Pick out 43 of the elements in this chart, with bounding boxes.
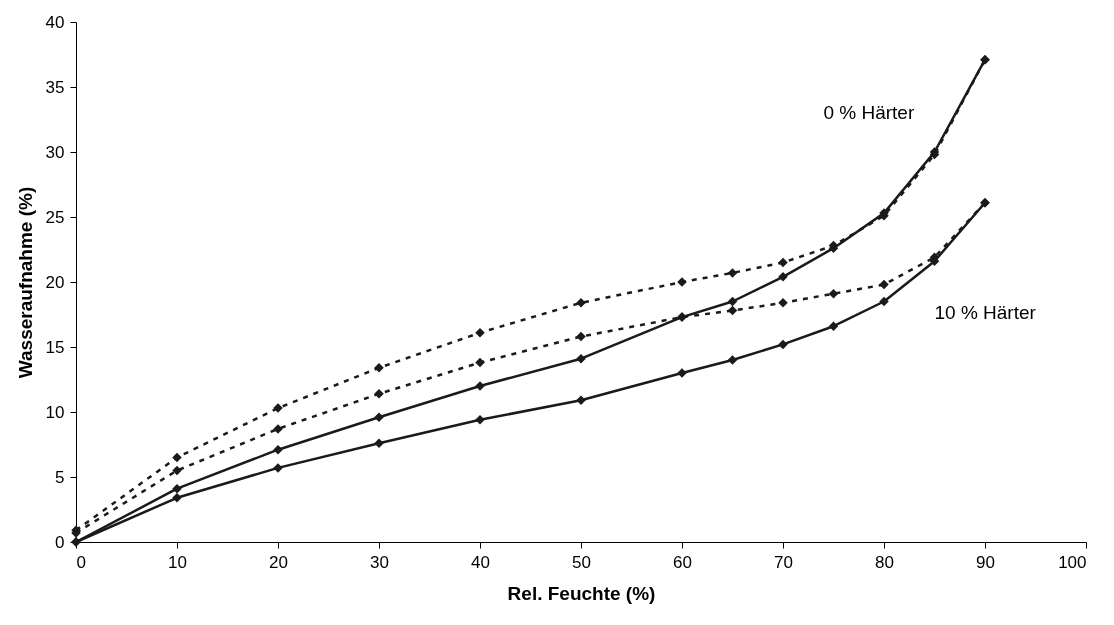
annotation: 10 % Härter [934,302,1037,324]
y-tick-label: 10 [45,402,65,422]
point [576,395,586,406]
x-tick-label: 100 [1058,552,1087,572]
y-tick-label: 20 [45,272,65,292]
point [727,296,738,307]
y-tick-label: 40 [45,12,65,32]
point [475,357,485,368]
point [879,296,889,307]
y-tick-label: 30 [45,142,65,162]
x-axis-title: Rel. Feuchte (%) [507,582,656,604]
point [828,288,839,299]
x-tick-label: 20 [269,552,288,572]
point [879,279,889,290]
y-tick-label: 35 [45,77,65,97]
point [727,268,738,278]
y-tick-label: 5 [55,467,65,487]
y-tick-label: 0 [55,532,65,552]
point [576,331,586,342]
point [727,305,738,316]
point [828,321,839,331]
y-tick-label: 15 [45,337,65,357]
x-tick-label: 10 [168,552,187,572]
point [576,353,586,364]
point [172,483,182,494]
point [172,465,182,476]
x-tick-label: 0 [76,552,86,572]
x-tick-label: 30 [370,552,389,572]
point [273,444,283,455]
x-tick-label: 50 [572,552,591,572]
x-tick-label: 80 [875,552,894,572]
annotation: 0 % Härter [823,102,915,123]
point [727,355,738,365]
x-tick-label: 40 [471,552,490,572]
y-tick-label: 25 [45,207,65,227]
x-tick-label: 90 [976,552,995,572]
point [778,257,788,268]
y-axis-title: Wasseraufnahme (%) [14,186,36,379]
point [778,339,788,350]
x-tick-label: 70 [774,552,793,572]
point [172,452,182,463]
x-tick-label: 60 [673,552,692,572]
point [475,327,485,338]
